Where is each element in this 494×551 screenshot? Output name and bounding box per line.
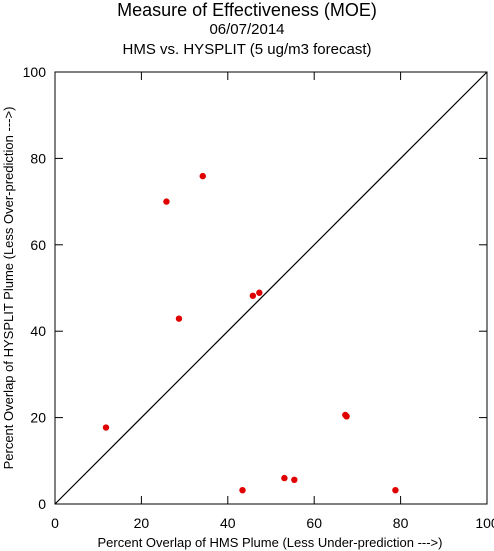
y-tick-label: 0 [38, 496, 46, 512]
data-points [102, 172, 399, 494]
data-point [163, 198, 170, 205]
data-point [175, 315, 183, 322]
x-axis-ticks: 0 20 40 60 80 100 [51, 72, 494, 531]
data-point [249, 292, 257, 299]
data-point [392, 486, 399, 494]
plot-frame [54, 71, 488, 505]
data-point [281, 474, 288, 482]
reference-line [54, 71, 488, 505]
chart-date: 06/07/2014 [209, 21, 285, 38]
data-point [199, 172, 206, 180]
chart-subtitle: HMS vs. HYSPLIT (5 ug/m3 forecast) [122, 41, 372, 58]
x-tick-label: 20 [134, 515, 150, 531]
x-axis-label: Percent Overlap of HMS Plume (Less Under… [98, 535, 443, 550]
x-tick-label: 80 [393, 515, 409, 531]
y-axis-ticks: 0 20 40 60 80 100 [23, 64, 487, 512]
y-tick-label: 60 [30, 237, 46, 253]
chart-title: Measure of Effectiveness (MOE) [117, 0, 377, 20]
data-point [343, 413, 350, 420]
y-tick-label: 20 [30, 410, 46, 426]
y-tick-label: 100 [23, 64, 47, 80]
data-point [239, 486, 246, 494]
data-point [256, 289, 263, 296]
y-axis-label: Percent Overlap of HYSPLIT Plume (Less O… [1, 107, 16, 470]
data-point [102, 424, 110, 431]
x-tick-label: 40 [220, 515, 236, 531]
y-tick-label: 80 [30, 150, 46, 166]
data-point [291, 476, 298, 484]
x-tick-label: 60 [306, 515, 322, 531]
x-tick-label: 100 [475, 515, 494, 531]
y-tick-label: 40 [30, 323, 46, 339]
x-tick-label: 0 [51, 515, 59, 531]
